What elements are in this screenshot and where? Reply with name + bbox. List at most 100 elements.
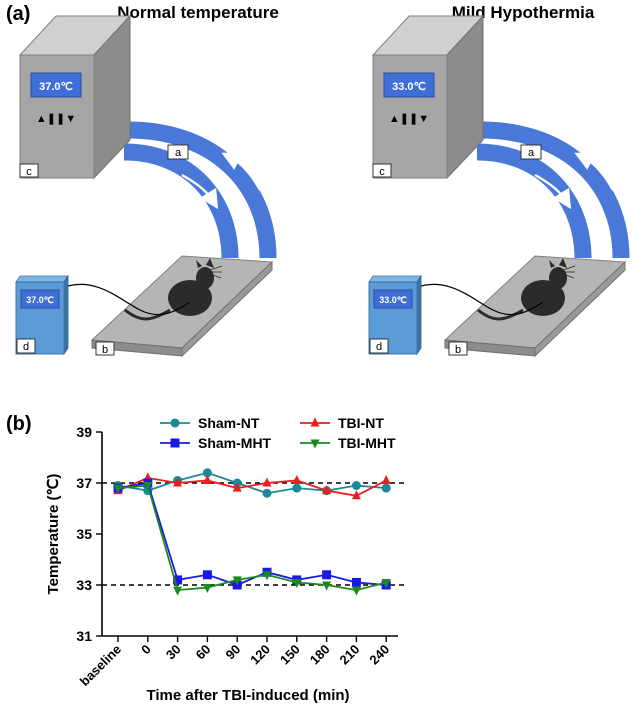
data-point-tbi-mht [351, 586, 361, 596]
data-point-tbi-nt [232, 482, 242, 492]
tag-b-box [448, 341, 468, 356]
panel-b-label: (b) [6, 413, 32, 435]
legend-marker-tbi-nt [310, 417, 320, 427]
tag-d: d [376, 341, 382, 353]
legend-label-sham-mht: Sham-MHT [198, 435, 272, 451]
y-tick-label: 33 [76, 577, 92, 593]
controller-display-text: 37.0℃ [26, 295, 54, 305]
probe-wire [414, 283, 544, 316]
flow-arrow-down [181, 173, 219, 210]
data-point-sham-mht [173, 575, 183, 585]
x-tick-label: 0 [138, 642, 154, 658]
device-display-text: 33.0℃ [392, 81, 426, 93]
data-point-tbi-mht [322, 581, 332, 591]
data-point-sham-nt [202, 468, 212, 478]
data-point-tbi-mht [292, 578, 302, 588]
tag-a-box [520, 144, 542, 160]
controller-side [63, 274, 69, 356]
device-control-buttons: ▲❚❚▼ [36, 113, 76, 125]
y-tick-label: 35 [76, 526, 92, 542]
tag-c-box [19, 163, 39, 178]
temperature-line-chart: 31 33 35 37 39 baseline 0 30 60 90 120 150 180 210 240… [45, 415, 404, 704]
data-point-tbi-mht [143, 482, 153, 492]
platform-side [534, 260, 626, 358]
tag-d-box [16, 338, 36, 354]
data-point-tbi-nt [173, 477, 183, 487]
series-line-sham-mht [117, 481, 387, 586]
x-tick-label: 150 [277, 642, 303, 668]
data-point-tbi-mht [262, 571, 272, 581]
inflow-tube [476, 143, 592, 259]
controller-display-text: 33.0℃ [379, 295, 407, 305]
flow-arrow-up [574, 152, 615, 191]
legend-marker-sham-nt [170, 418, 180, 428]
tag-c-box [372, 163, 392, 178]
schematic-title: Mild Hypothermia [452, 3, 595, 22]
controller-display [20, 289, 60, 309]
data-point-sham-nt [292, 483, 302, 493]
x-tick-label: 120 [247, 642, 273, 668]
legend-label-sham-nt: Sham-NT [198, 415, 260, 431]
data-point-tbi-mht [232, 576, 242, 586]
tag-b-box [95, 341, 115, 356]
y-tick-label: 39 [76, 424, 92, 440]
series-line-tbi-mht [117, 484, 387, 592]
rat-icon [124, 258, 223, 321]
x-tick-label: 90 [222, 642, 243, 663]
device-display [30, 72, 82, 98]
tag-c: c [26, 166, 32, 178]
controller-display [373, 289, 413, 309]
data-point-sham-mht [351, 577, 361, 587]
tag-a: a [528, 147, 535, 159]
data-point-sham-mht [322, 570, 332, 580]
legend-label-tbi-nt: TBI-NT [338, 415, 384, 431]
controller-side [416, 274, 422, 356]
schematic-normal-temperature: Normal temperature 37.0℃ ▲❚❚▼ c a b [15, 3, 279, 358]
data-point-tbi-nt [292, 474, 302, 484]
probe-wire [61, 283, 191, 316]
data-point-sham-mht [202, 570, 212, 580]
platform-side [181, 260, 273, 358]
data-point-tbi-nt [351, 490, 361, 500]
controller-top [15, 275, 69, 283]
legend-marker-sham-mht [170, 438, 180, 448]
data-point-tbi-nt [381, 474, 391, 484]
y-axis-label: Temperature (℃) [45, 474, 62, 595]
inflow-tube [123, 143, 239, 259]
device-display-text: 37.0℃ [39, 81, 73, 93]
schematic-title: Normal temperature [117, 3, 279, 22]
data-point-tbi-nt [202, 474, 212, 484]
y-tick-label: 31 [76, 628, 92, 644]
data-point-sham-nt [262, 488, 272, 498]
tag-a-box [167, 144, 189, 160]
device-control-buttons: ▲❚❚▼ [389, 113, 429, 125]
series-line-tbi-nt [117, 476, 387, 497]
panel-a-label: (a) [6, 3, 30, 25]
x-tick-label: 60 [193, 642, 214, 663]
schematic-mild-hypothermia: Mild Hypothermia 33.0℃ ▲❚❚▼ c a b [368, 3, 630, 358]
data-point-tbi-mht [173, 586, 183, 596]
tag-d: d [23, 341, 29, 353]
data-point-tbi-mht [113, 484, 123, 494]
legend-label-tbi-mht: TBI-MHT [338, 435, 396, 451]
flow-arrow-down [534, 173, 572, 210]
controller-top [368, 275, 422, 283]
flow-arrow-up [221, 152, 262, 191]
legend-marker-tbi-mht [310, 439, 320, 449]
tag-b: b [455, 344, 461, 356]
y-tick-label: 37 [76, 475, 92, 491]
tag-b: b [102, 344, 108, 356]
x-tick-label: 210 [337, 642, 363, 668]
tag-c: c [379, 166, 385, 178]
tag-d-box [369, 338, 389, 354]
tag-a: a [175, 147, 182, 159]
device-display [383, 72, 435, 98]
x-tick-label: baseline [77, 642, 124, 689]
x-tick-label: 240 [366, 642, 392, 668]
series-line-sham-nt [117, 471, 387, 495]
data-point-sham-nt [351, 481, 361, 491]
x-tick-label: 30 [163, 642, 184, 663]
data-point-sham-nt [381, 483, 391, 493]
x-axis-label: Time after TBI-induced (min) [146, 687, 349, 704]
